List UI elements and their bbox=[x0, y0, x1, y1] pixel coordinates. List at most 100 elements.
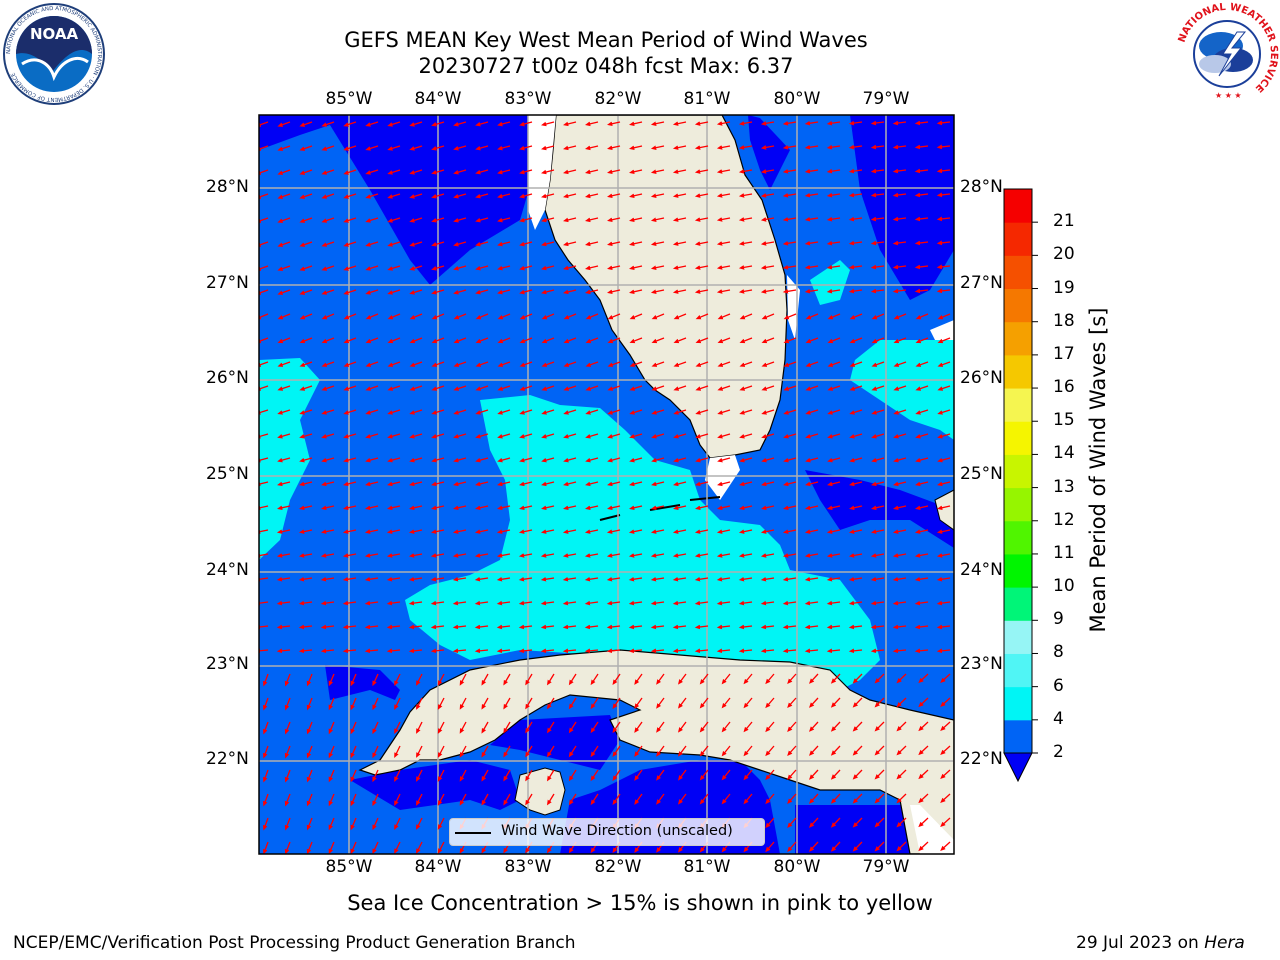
wave-direction-arrow bbox=[650, 193, 665, 198]
wave-direction-arrow bbox=[365, 169, 379, 175]
wave-direction-arrow bbox=[673, 361, 687, 367]
wave-direction-arrow bbox=[453, 361, 467, 367]
wave-direction-arrow bbox=[716, 648, 731, 654]
wave-direction-arrow bbox=[656, 793, 665, 805]
wave-direction-arrow bbox=[503, 769, 511, 782]
wave-direction-arrow bbox=[364, 576, 379, 582]
wave-direction-arrow bbox=[387, 217, 401, 223]
wave-direction-arrow bbox=[852, 673, 863, 684]
wave-direction-arrow bbox=[585, 337, 599, 344]
wave-direction-arrow bbox=[893, 433, 907, 439]
wave-direction-arrow bbox=[607, 505, 621, 511]
wave-direction-arrow bbox=[918, 697, 929, 708]
wave-direction-arrow bbox=[394, 721, 401, 735]
colorbar-tick-label: 21 bbox=[1053, 211, 1075, 232]
wave-direction-arrow bbox=[590, 769, 599, 782]
wave-direction-arrow bbox=[634, 769, 643, 781]
wave-direction-arrow bbox=[416, 793, 423, 806]
wave-direction-arrow bbox=[634, 793, 643, 805]
colorbar-under-extension bbox=[1003, 752, 1033, 783]
wave-direction-arrow bbox=[870, 264, 885, 270]
colorbar-tick-label: 2 bbox=[1053, 742, 1064, 762]
wave-direction-arrow bbox=[936, 288, 951, 294]
wave-direction-arrow bbox=[914, 553, 929, 558]
colorbar-bin bbox=[1004, 620, 1032, 654]
wave-direction-arrow bbox=[849, 481, 863, 487]
wave-direction-arrow bbox=[760, 121, 775, 126]
wind-wave-direction-arrows bbox=[259, 120, 951, 854]
wave-direction-arrow bbox=[394, 817, 401, 831]
wave-direction-arrow bbox=[562, 553, 577, 558]
wave-direction-arrow bbox=[650, 241, 665, 246]
wave-direction-arrow bbox=[481, 769, 489, 782]
wave-direction-arrow bbox=[431, 481, 445, 487]
wave-direction-arrow bbox=[409, 361, 423, 367]
wave-direction-arrow bbox=[628, 648, 643, 654]
wave-direction-arrow bbox=[497, 505, 511, 511]
wave-direction-arrow bbox=[387, 313, 401, 320]
wave-direction-arrow bbox=[650, 576, 665, 582]
wave-direction-arrow bbox=[263, 793, 269, 807]
wave-direction-arrow bbox=[431, 313, 445, 320]
wave-direction-arrow bbox=[563, 361, 577, 367]
wave-direction-arrow bbox=[562, 576, 577, 582]
wave-direction-arrow bbox=[849, 385, 863, 391]
wave-direction-arrow bbox=[716, 600, 731, 606]
wave-direction-arrow bbox=[739, 457, 753, 463]
wave-direction-arrow bbox=[936, 624, 951, 630]
wave-direction-arrow bbox=[416, 697, 423, 710]
wave-direction-arrow bbox=[787, 769, 797, 780]
colorbar-tick-label: 10 bbox=[1053, 576, 1075, 597]
wave-direction-arrow bbox=[805, 385, 819, 391]
wave-direction-arrow bbox=[431, 289, 445, 295]
wave-direction-arrow bbox=[585, 409, 599, 415]
wave-direction-arrow bbox=[782, 600, 797, 606]
wave-direction-arrow bbox=[299, 505, 313, 511]
wave-direction-arrow bbox=[541, 121, 555, 127]
wave-direction-arrow bbox=[677, 697, 687, 709]
wave-direction-arrow bbox=[459, 721, 467, 734]
wave-direction-arrow bbox=[563, 193, 577, 199]
wave-direction-arrow bbox=[585, 505, 599, 511]
wave-direction-arrow bbox=[893, 337, 907, 344]
wave-direction-arrow bbox=[716, 529, 731, 534]
wave-direction-arrow bbox=[673, 505, 687, 511]
wave-direction-arrow bbox=[896, 841, 907, 852]
wave-direction-arrow bbox=[761, 409, 775, 415]
wave-direction-arrow bbox=[787, 793, 797, 804]
wave-direction-arrow bbox=[738, 145, 753, 150]
wave-direction-arrow bbox=[699, 745, 709, 757]
wave-direction-arrow bbox=[519, 145, 533, 151]
wave-direction-arrow bbox=[892, 264, 907, 270]
wave-direction-arrow bbox=[871, 385, 885, 391]
wave-direction-arrow bbox=[320, 600, 335, 606]
wave-direction-arrow bbox=[826, 144, 841, 150]
wave-direction-arrow bbox=[874, 721, 885, 732]
colorbar-bin bbox=[1004, 388, 1032, 422]
wave-direction-arrow bbox=[830, 769, 841, 780]
wave-direction-arrow bbox=[365, 409, 379, 415]
wave-direction-arrow bbox=[826, 648, 841, 654]
wave-direction-arrow bbox=[651, 361, 665, 367]
wave-direction-arrow bbox=[612, 745, 621, 758]
wave-direction-arrow bbox=[481, 673, 489, 686]
wave-direction-arrow bbox=[475, 409, 489, 415]
wave-direction-arrow bbox=[804, 288, 819, 294]
wave-direction-arrow bbox=[541, 457, 555, 463]
wave-direction-arrow bbox=[328, 769, 335, 783]
wave-direction-arrow bbox=[387, 457, 401, 463]
wave-direction-arrow bbox=[804, 648, 819, 654]
wave-direction-arrow bbox=[459, 793, 467, 806]
wave-direction-arrow bbox=[651, 337, 665, 344]
wave-direction-arrow bbox=[277, 241, 291, 247]
wave-direction-arrow bbox=[284, 817, 291, 831]
wave-direction-arrow bbox=[519, 241, 533, 247]
wave-direction-arrow bbox=[299, 169, 313, 175]
wave-direction-arrow bbox=[298, 576, 313, 582]
wave-direction-arrow bbox=[721, 745, 731, 757]
noaa-logo-text: NOAA bbox=[30, 25, 79, 43]
wave-direction-arrow bbox=[453, 505, 467, 511]
wave-direction-arrow bbox=[629, 265, 643, 271]
wave-direction-arrow bbox=[650, 265, 665, 270]
wave-direction-arrow bbox=[760, 169, 775, 174]
